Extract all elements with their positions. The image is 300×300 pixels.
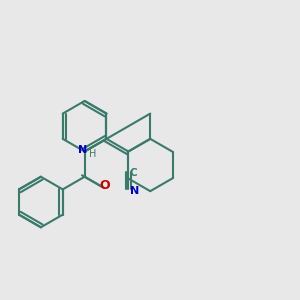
- Text: H: H: [89, 149, 97, 159]
- Text: C: C: [129, 168, 136, 178]
- Text: N: N: [130, 186, 139, 196]
- Text: N: N: [79, 145, 88, 155]
- Text: O: O: [99, 179, 110, 192]
